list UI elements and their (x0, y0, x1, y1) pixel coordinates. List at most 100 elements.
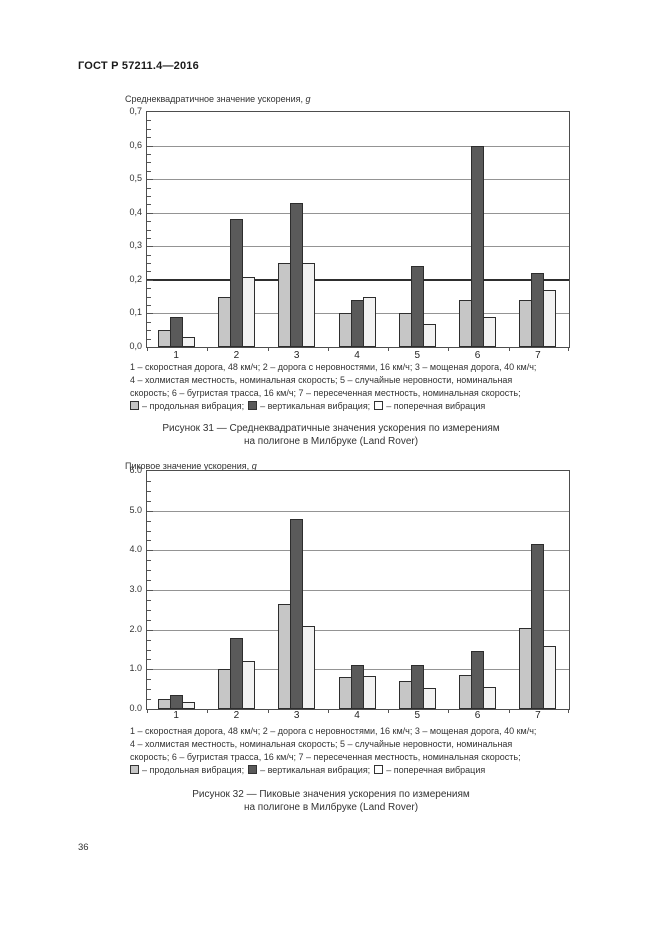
x-boundary-tick (508, 709, 510, 713)
legend-label: – поперечная вибрация (386, 765, 486, 775)
y-minor-tick (147, 659, 151, 661)
x-boundary-tick (568, 709, 569, 713)
bar (290, 518, 304, 709)
x-tick-label: 2 (233, 710, 240, 721)
x-tick-label: 5 (414, 710, 421, 721)
y-minor-tick (147, 305, 151, 307)
y-major-tick (147, 179, 153, 181)
gridline (147, 550, 569, 552)
x-tick-label: 7 (535, 710, 541, 721)
plot-area (146, 111, 570, 351)
caption-line-1: Рисунок 32 — Пиковые значения ускорения … (192, 789, 470, 800)
chart-title-text: Среднеквадратичное значение ускорения, (125, 94, 303, 104)
note-line: 4 – холмистая местность, номинальная ско… (130, 739, 513, 749)
bar (169, 316, 183, 347)
note-line: 1 – скоростная дорога, 48 км/ч; 2 – доро… (130, 362, 537, 372)
gridline (147, 510, 569, 512)
x-boundary-tick (147, 709, 148, 713)
y-minor-tick (147, 221, 151, 223)
page-number: 36 (78, 842, 89, 853)
y-minor-tick (147, 170, 151, 172)
y-minor-tick (147, 639, 151, 641)
y-minor-tick (147, 137, 151, 139)
y-tick-label: 0,7 (129, 106, 142, 116)
y-minor-tick (147, 153, 151, 155)
y-minor-tick (147, 580, 151, 582)
y-major-tick (147, 279, 153, 281)
y-minor-tick (147, 296, 151, 298)
legend-label: – вертикальная вибрация; (260, 401, 371, 411)
y-minor-tick (147, 619, 151, 621)
note-line: 1 – скоростная дорога, 48 км/ч; 2 – доро… (130, 726, 537, 736)
bar (181, 336, 195, 347)
y-tick-label: 0,6 (129, 140, 142, 150)
legend-label: – поперечная вибрация (386, 401, 486, 411)
y-major-tick (147, 212, 153, 214)
x-tick-label: 4 (354, 710, 360, 721)
y-minor-tick (147, 679, 151, 681)
bar (471, 651, 485, 709)
x-boundary-tick (568, 347, 569, 351)
y-minor-tick (147, 229, 151, 231)
gridline (147, 590, 569, 591)
y-minor-tick (147, 490, 151, 492)
bar (483, 316, 497, 347)
bar (422, 688, 436, 709)
y-tick-label: 6.0 (129, 465, 142, 475)
y-tick-label: 5.0 (129, 505, 142, 515)
bar (422, 323, 436, 347)
gridline (147, 212, 569, 214)
figure-caption: Рисунок 32 — Пиковые значения ускорения … (98, 788, 564, 814)
x-tick-label: 4 (354, 350, 360, 361)
x-boundary-tick (448, 709, 450, 713)
figure-31-block: Среднеквадратичное значение ускорения, g… (0, 94, 661, 454)
y-minor-tick (147, 689, 151, 691)
bar (543, 289, 557, 347)
y-tick-label: 0,3 (129, 240, 142, 250)
y-minor-tick (147, 540, 151, 542)
y-axis-labels: 0,0 0,1 0,2 0,3 0,4 0,5 0,6 0,7 (114, 107, 142, 351)
y-minor-tick (147, 195, 151, 197)
figure-notes: 1 – скоростная дорога, 48 км/ч; 2 – доро… (130, 725, 582, 777)
bar (410, 664, 424, 709)
y-tick-label: 0,1 (129, 307, 142, 317)
gridline (147, 145, 569, 147)
x-tick-label: 3 (293, 710, 300, 721)
y-tick-label: 0,4 (129, 207, 142, 217)
x-tick-label: 3 (293, 350, 300, 361)
x-boundary-tick (388, 347, 390, 351)
legend-swatch (248, 401, 258, 410)
y-minor-tick (147, 187, 151, 189)
bar (241, 661, 255, 709)
legend-label: – вертикальная вибрация; (260, 765, 371, 775)
plot-area (146, 470, 570, 713)
x-tick-label: 6 (474, 350, 481, 361)
bar (302, 263, 316, 347)
y-minor-tick (147, 128, 151, 130)
legend-swatch (374, 401, 384, 410)
y-minor-tick (147, 330, 151, 332)
x-tick-label: 1 (173, 350, 179, 361)
x-axis-labels: 1 2 3 4 5 6 7 (146, 350, 568, 362)
bar (241, 276, 255, 347)
y-minor-tick (147, 599, 151, 601)
x-boundary-tick (508, 347, 510, 351)
bar (181, 701, 195, 709)
y-major-tick (147, 590, 153, 591)
chart-legend: – продольная вибрация; – вертикальная виб… (130, 400, 582, 413)
y-minor-tick (147, 530, 151, 532)
y-major-tick (147, 246, 153, 248)
x-tick-label: 7 (535, 350, 541, 361)
legend-swatch (130, 401, 139, 410)
x-boundary-tick (388, 709, 390, 713)
x-tick-label: 1 (173, 710, 179, 721)
x-boundary-tick (327, 347, 329, 351)
y-minor-tick (147, 649, 151, 651)
y-minor-tick (147, 271, 151, 273)
figure-notes: 1 – скоростная дорога, 48 км/ч; 2 – доро… (130, 361, 582, 413)
chart-legend: – продольная вибрация; – вертикальная виб… (130, 764, 582, 777)
y-minor-tick (147, 120, 151, 122)
figure-caption: Рисунок 31 — Среднеквадратичные значения… (98, 422, 564, 448)
y-tick-label: 0.0 (129, 703, 142, 713)
y-minor-tick (147, 560, 151, 562)
